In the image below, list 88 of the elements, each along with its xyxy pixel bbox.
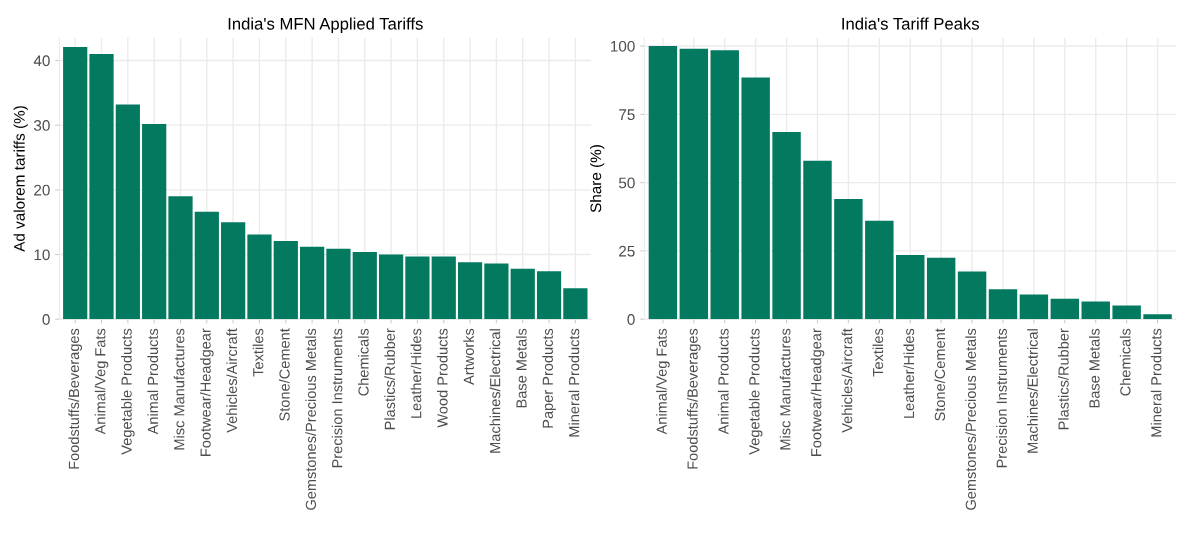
bar — [988, 289, 1018, 320]
x-tick-label: Plastics/Rubber — [1058, 328, 1069, 430]
bar — [710, 50, 739, 320]
bar — [194, 211, 219, 320]
bar — [247, 234, 272, 320]
bar — [1081, 301, 1110, 320]
bar — [1050, 298, 1080, 320]
y-tick-label: 75 — [619, 109, 635, 121]
x-tick-label: Gemstones/Precious Metals — [305, 328, 317, 510]
x-tick-label: Animal Products — [147, 328, 159, 435]
bar — [679, 48, 709, 320]
bar — [1112, 305, 1141, 320]
bar — [834, 199, 863, 320]
x-tick-label: Mineral Products — [568, 328, 580, 437]
x-tick-label: Machines/Electrical — [489, 329, 501, 453]
x-tick-label: Animal/Veg Fats — [94, 328, 109, 435]
y-tick-label: 30 — [33, 120, 50, 131]
chart-title: India's Tariff Peaks — [842, 17, 980, 30]
y-axis-title: Share (%) — [590, 145, 605, 213]
bar — [1019, 294, 1049, 320]
x-tick-label: Chemicals — [357, 328, 369, 396]
x-tick-label: Animal Products — [717, 328, 729, 435]
x-tick-label: Vehicles/Aircraft — [841, 328, 853, 433]
bar — [457, 262, 483, 320]
y-tick-label: 50 — [618, 177, 635, 189]
x-tick-label: Stone/Cement — [934, 328, 946, 421]
bar — [484, 263, 509, 320]
bar — [536, 271, 562, 320]
x-tick-label: Vehicles/Aircraft — [226, 328, 238, 433]
chart-title: India's MFN Applied Tariffs — [228, 17, 423, 33]
bar — [772, 132, 801, 320]
bar — [378, 254, 404, 320]
x-tick-label: Mineral Products — [1150, 328, 1162, 437]
bar — [326, 248, 351, 320]
x-tick-label: Precision Instruments — [331, 328, 343, 468]
x-tick-label: Foodstuffs/Beverages — [687, 328, 701, 469]
bar — [300, 246, 325, 320]
x-tick-label: Vegetable Products — [121, 328, 135, 455]
y-tick-label: 100 — [611, 40, 635, 52]
x-tick-label: Base Metals — [1088, 328, 1100, 408]
y-tick-label: 0 — [627, 314, 635, 325]
bar — [563, 288, 588, 320]
bar — [926, 257, 956, 320]
x-tick-label: Leather/Hides — [903, 328, 915, 418]
y-tick-label: 40 — [33, 55, 50, 67]
x-tick-label: Leather/Hides — [410, 328, 422, 418]
bar — [168, 196, 193, 320]
x-tick-label: Artworks — [463, 328, 474, 385]
y-tick-label: 25 — [619, 245, 635, 257]
x-tick-label: Vegetable Products — [748, 328, 763, 455]
x-tick-label: Animal/Veg Fats — [656, 328, 670, 435]
x-tick-label: Misc Manufactures — [173, 328, 185, 450]
x-tick-label: Misc Manufactures — [779, 328, 791, 450]
y-tick-label: 0 — [42, 314, 50, 325]
y-axis-title: Ad valorem tariffs (%) — [13, 106, 28, 252]
x-tick-label: Footwear/Headgear — [810, 328, 825, 456]
x-tick-label: Textiles — [872, 328, 884, 377]
x-tick-label: Base Metals — [515, 328, 527, 408]
bar — [273, 240, 298, 320]
bar — [803, 160, 832, 320]
bar — [1143, 314, 1172, 320]
x-tick-label: Machines/Electrical — [1027, 329, 1038, 453]
x-tick-label: Paper Products — [542, 328, 556, 428]
bar — [510, 268, 535, 320]
x-tick-label: Footwear/Headgear — [200, 328, 214, 456]
bar — [957, 271, 987, 320]
bar — [648, 46, 678, 320]
x-tick-label: Wood Products — [436, 328, 448, 428]
bar — [115, 104, 140, 320]
x-tick-label: Textiles — [252, 328, 264, 377]
x-tick-label: Plastics/Rubber — [384, 328, 396, 430]
bar — [431, 256, 456, 320]
y-tick-label: 10 — [34, 249, 50, 261]
x-tick-label: Precision Instruments — [996, 328, 1007, 468]
bar — [221, 222, 246, 320]
bar — [63, 46, 88, 320]
bar — [741, 77, 770, 320]
x-tick-label: Foodstuffs/Beverages — [68, 328, 82, 469]
bar — [89, 54, 114, 320]
y-tick-label: 20 — [34, 184, 50, 196]
bar — [865, 220, 894, 320]
x-tick-label: Chemicals — [1119, 328, 1131, 396]
bar — [352, 251, 377, 320]
bar — [405, 256, 430, 320]
x-tick-label: Stone/Cement — [279, 328, 290, 421]
bar — [142, 123, 167, 320]
x-tick-label: Gemstones/Precious Metals — [965, 328, 976, 510]
bar — [896, 255, 925, 320]
